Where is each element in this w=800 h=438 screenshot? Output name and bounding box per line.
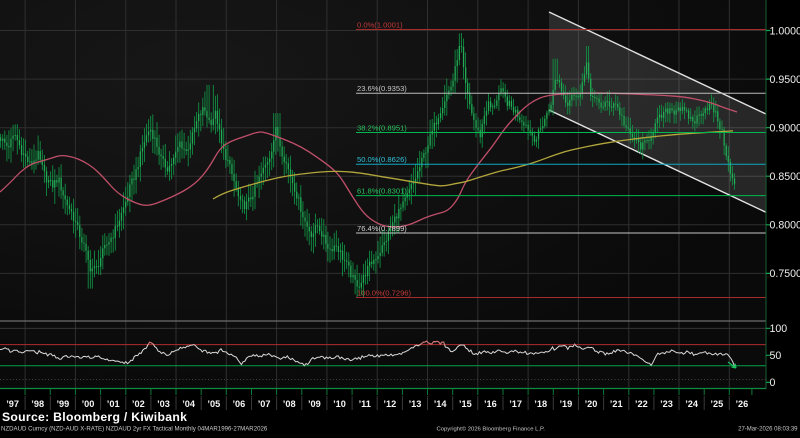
svg-text:’23: ’23 <box>660 399 673 409</box>
svg-text:’25: ’25 <box>710 399 723 409</box>
svg-text:0.8500: 0.8500 <box>770 171 800 183</box>
svg-text:’99: ’99 <box>57 399 70 409</box>
svg-text:’26: ’26 <box>736 399 749 409</box>
svg-text:’22: ’22 <box>635 399 648 409</box>
svg-text:’05: ’05 <box>207 399 220 409</box>
svg-text:’11: ’11 <box>359 399 371 409</box>
svg-text:100: 100 <box>770 323 788 335</box>
svg-text:38.2%(0.8951): 38.2%(0.8951) <box>357 123 407 132</box>
svg-text:’20: ’20 <box>585 399 598 409</box>
svg-text:’14: ’14 <box>434 399 448 409</box>
svg-text:23.6%(0.9353): 23.6%(0.9353) <box>357 84 407 93</box>
svg-text:76.4%(0.7899): 76.4%(0.7899) <box>357 224 407 233</box>
svg-text:0: 0 <box>770 377 776 389</box>
svg-text:’21: ’21 <box>610 399 623 409</box>
svg-text:’04: ’04 <box>182 399 196 409</box>
svg-text:’03: ’03 <box>157 399 170 409</box>
svg-text:’18: ’18 <box>534 399 547 409</box>
svg-text:’15: ’15 <box>459 399 472 409</box>
svg-text:Source: Bloomberg / Kiwibank: Source: Bloomberg / Kiwibank <box>2 410 187 424</box>
svg-text:1.0000: 1.0000 <box>770 25 800 37</box>
svg-text:0.8000: 0.8000 <box>770 220 800 232</box>
svg-text:’24: ’24 <box>685 399 699 409</box>
svg-text:’97: ’97 <box>6 399 19 409</box>
svg-text:’02: ’02 <box>132 399 145 409</box>
svg-text:’08: ’08 <box>283 399 296 409</box>
svg-text:’19: ’19 <box>560 399 573 409</box>
svg-text:27-Mar-2026 08:03:39: 27-Mar-2026 08:03:39 <box>738 427 798 433</box>
svg-text:’98: ’98 <box>31 399 44 409</box>
svg-text:50: 50 <box>770 350 782 362</box>
svg-text:61.8%(0.8301): 61.8%(0.8301) <box>357 186 407 195</box>
svg-text:0.0%(1.0001): 0.0%(1.0001) <box>357 20 403 29</box>
svg-text:’16: ’16 <box>484 399 497 409</box>
svg-text:100.0%(0.7296): 100.0%(0.7296) <box>357 288 412 297</box>
svg-text:0.7500: 0.7500 <box>770 268 800 280</box>
svg-text:’17: ’17 <box>509 399 522 409</box>
svg-text:’13: ’13 <box>409 399 422 409</box>
svg-text:’06: ’06 <box>233 399 246 409</box>
svg-text:’00: ’00 <box>82 399 95 409</box>
svg-text:50.0%(0.8626): 50.0%(0.8626) <box>357 155 407 164</box>
svg-text:’09: ’09 <box>308 399 321 409</box>
svg-text:NZDAUD Curncy (NZD-AUD X-RATE): NZDAUD Curncy (NZD-AUD X-RATE) NZDAUD 2y… <box>1 426 268 433</box>
svg-text:’07: ’07 <box>258 399 271 409</box>
svg-text:’01: ’01 <box>107 399 120 409</box>
svg-text:0.9500: 0.9500 <box>770 74 800 86</box>
svg-text:Copyright© 2026 Bloomberg Fina: Copyright© 2026 Bloomberg Finance L.P. <box>437 426 546 433</box>
svg-text:’12: ’12 <box>383 399 396 409</box>
svg-text:0.9000: 0.9000 <box>770 123 800 135</box>
svg-text:’10: ’10 <box>333 399 346 409</box>
